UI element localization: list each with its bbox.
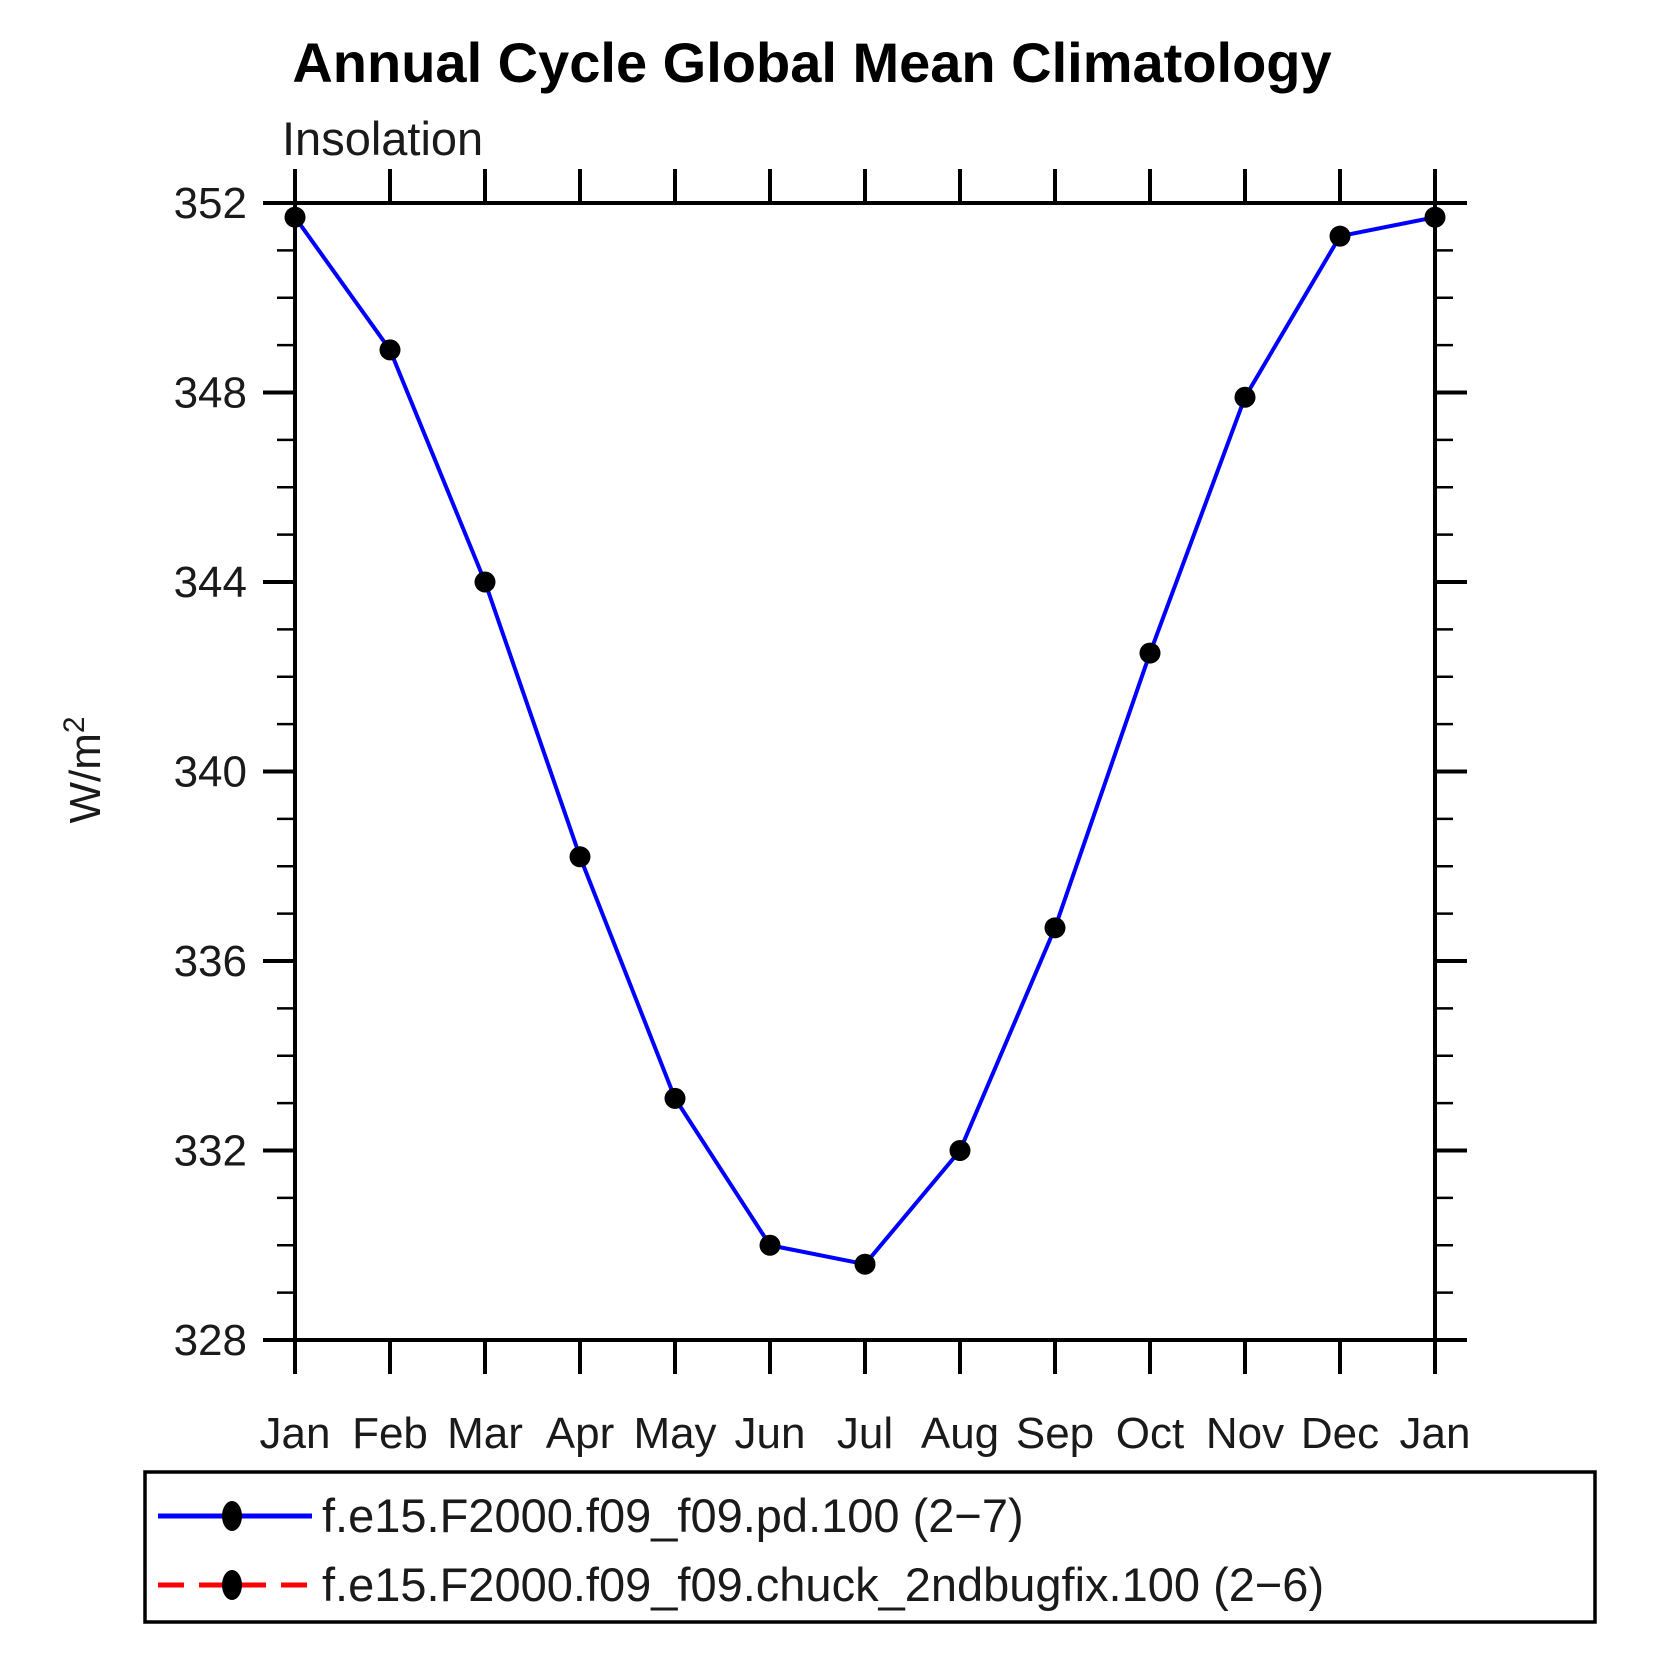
data-point [474,571,496,593]
data-point [1234,386,1256,408]
month-label: Oct [1116,1409,1184,1458]
y-tick-label: 340 [174,748,247,797]
legend-marker [222,1501,242,1531]
month-label: Jan [1400,1409,1471,1458]
data-point [569,846,591,868]
legend-marker [222,1570,242,1600]
month-label: Apr [546,1409,614,1458]
data-point [664,1087,686,1109]
y-tick-label: 348 [174,369,247,418]
data-point [854,1253,876,1275]
y-tick-label: 332 [174,1127,247,1176]
month-label: Dec [1301,1409,1379,1458]
month-label: May [633,1409,716,1458]
y-tick-label: 352 [174,179,247,228]
month-label: Nov [1206,1409,1284,1458]
month-label: Jul [837,1409,893,1458]
data-point [284,206,306,228]
data-point [1139,642,1161,664]
chart-title: Annual Cycle Global Mean Climatology [292,31,1331,94]
plot-box [293,201,1437,1342]
month-label: Jun [735,1409,806,1458]
legend-label: f.e15.F2000.f09_f09.chuck_2ndbugfix.100 … [322,1558,1324,1611]
month-label: Mar [447,1409,523,1458]
legend-label: f.e15.F2000.f09_f09.pd.100 (2−7) [322,1489,1024,1542]
y-tick-label: 328 [174,1316,247,1365]
data-point [759,1234,781,1256]
month-label: Sep [1016,1409,1094,1458]
month-label: Aug [921,1409,999,1458]
month-label: Feb [352,1409,428,1458]
data-point [1044,917,1066,939]
subtitle-variable-name: Insolation [282,112,483,165]
legend-box [143,1470,1597,1624]
data-point [1424,206,1446,228]
data-point [949,1140,971,1161]
month-label: Jan [260,1409,331,1458]
y-tick-label: 344 [174,558,247,607]
data-point [1329,225,1351,247]
y-axis-label-exponent: 2 [58,716,91,733]
y-tick-label: 336 [174,937,247,986]
y-axis-label: W/m2 [58,716,110,823]
data-point [379,339,401,361]
data-line-solid [293,215,1436,1267]
y-axis-label-base: W/m [61,733,110,823]
